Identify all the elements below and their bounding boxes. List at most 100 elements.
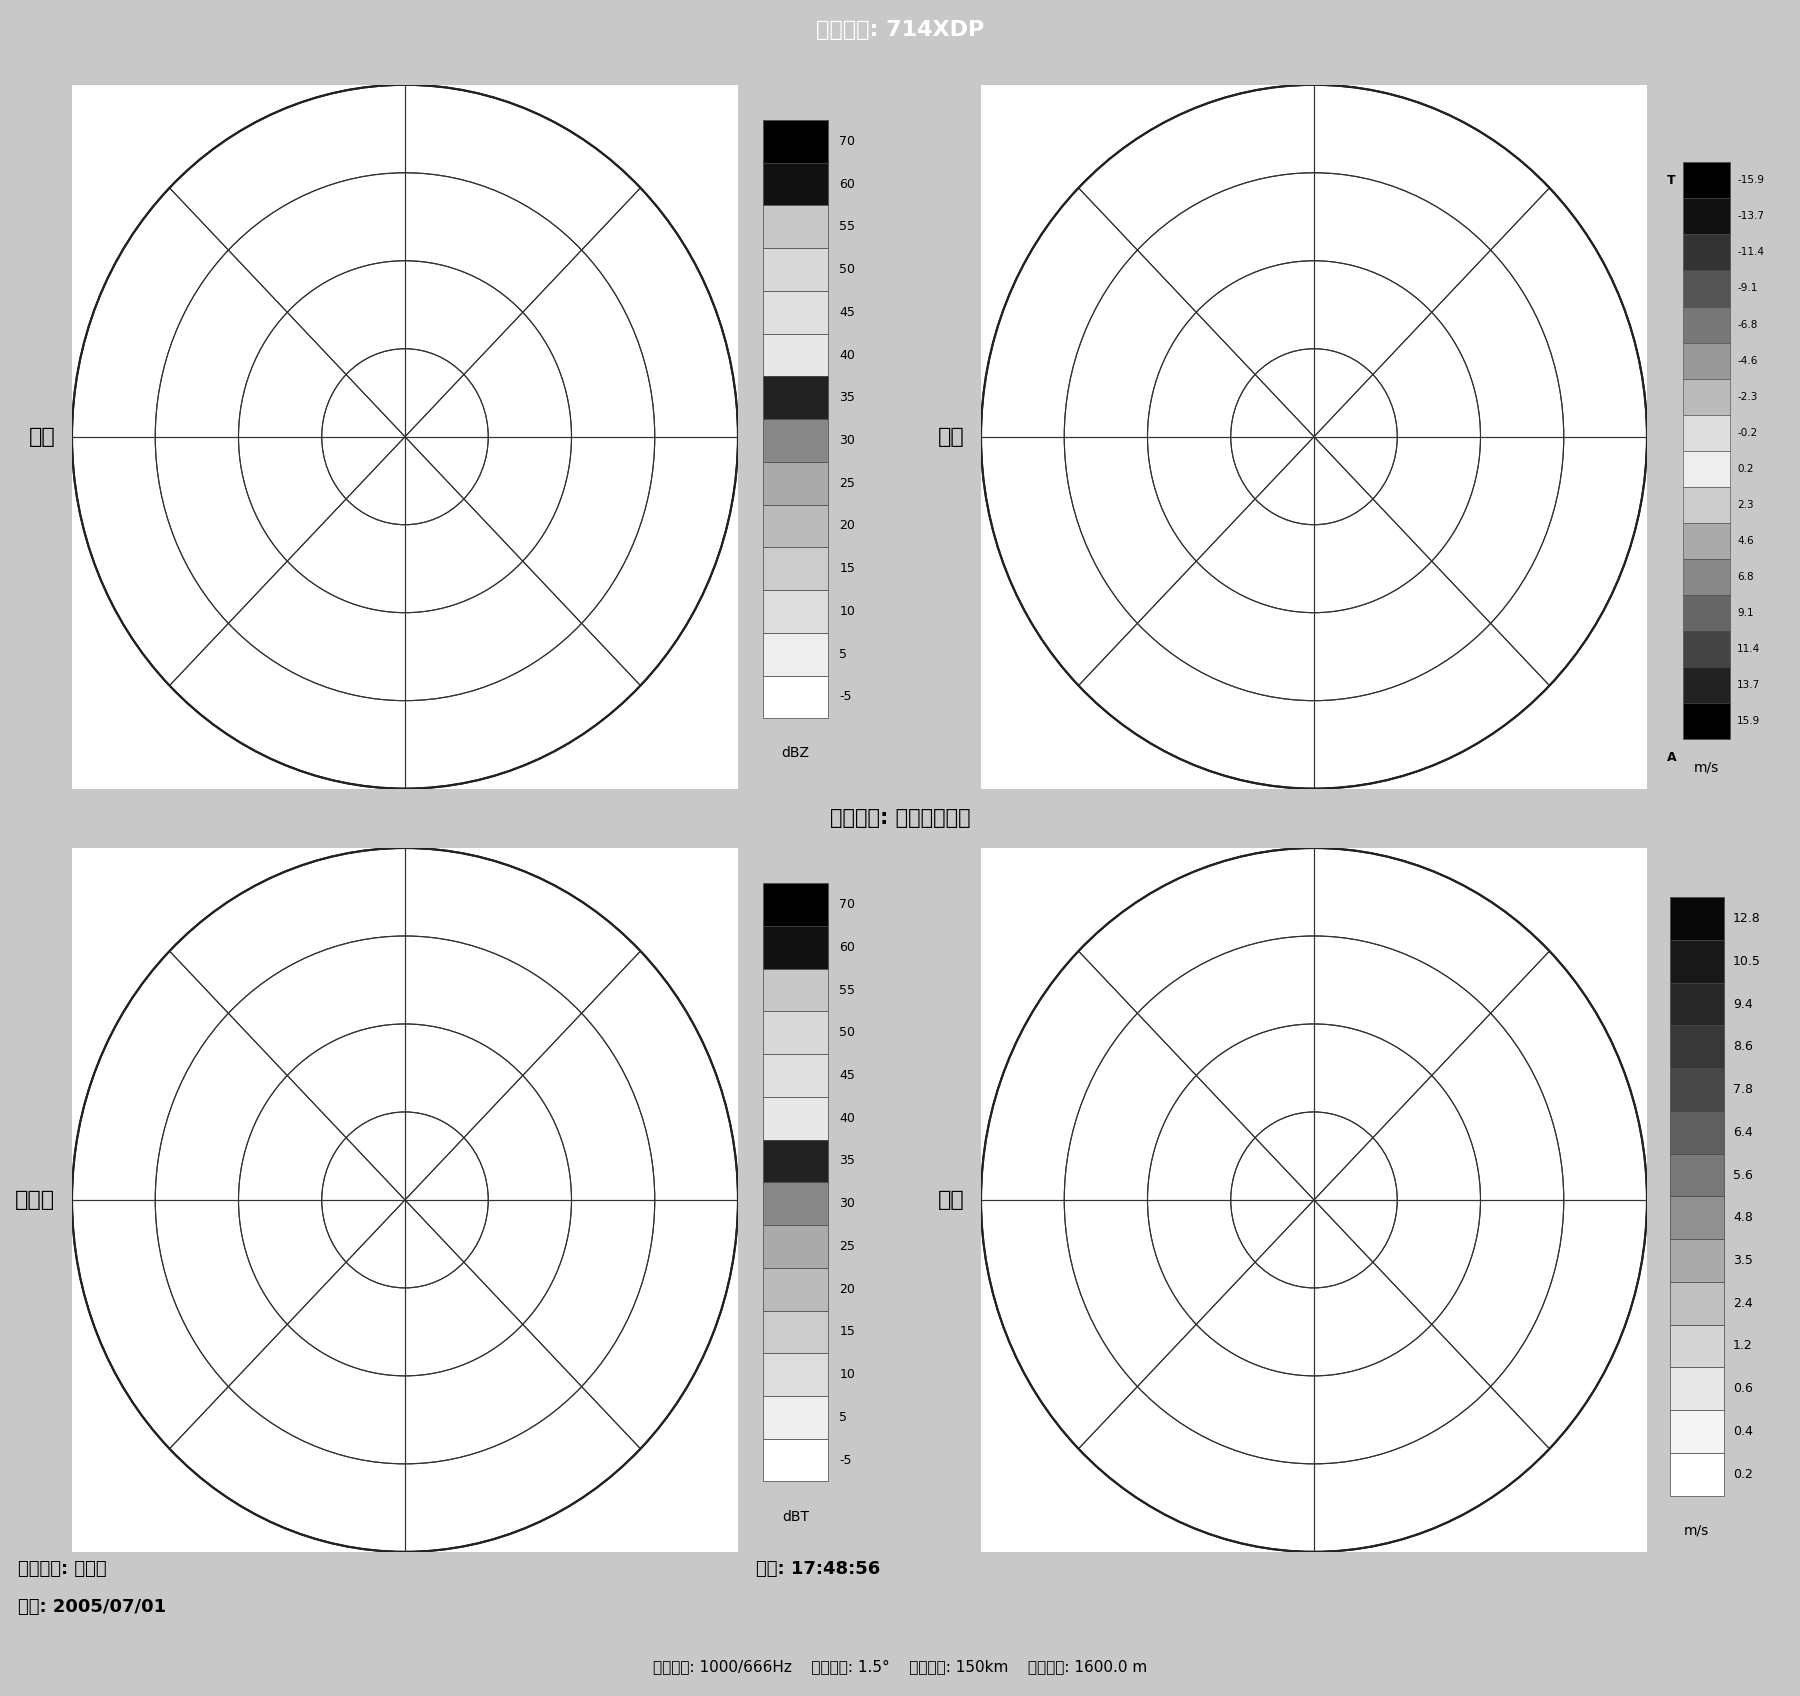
Text: dBZ: dBZ xyxy=(781,746,810,760)
Text: 70: 70 xyxy=(839,899,855,911)
Bar xyxy=(1683,704,1730,739)
Text: 0.2: 0.2 xyxy=(1733,1467,1753,1481)
Bar xyxy=(1670,1453,1724,1496)
Text: 50: 50 xyxy=(839,263,855,276)
Bar xyxy=(1670,940,1724,982)
Text: -4.6: -4.6 xyxy=(1737,356,1757,366)
Bar xyxy=(1670,1196,1724,1240)
Bar xyxy=(1683,343,1730,378)
Text: 13.7: 13.7 xyxy=(1737,680,1760,690)
Text: 5: 5 xyxy=(839,648,848,661)
Bar xyxy=(763,548,828,590)
Text: 6.8: 6.8 xyxy=(1737,572,1753,582)
Text: dBT: dBT xyxy=(781,1509,810,1523)
Bar xyxy=(1683,522,1730,560)
Bar xyxy=(1683,631,1730,667)
Text: 1.2: 1.2 xyxy=(1733,1340,1753,1352)
Bar xyxy=(1670,897,1724,940)
Bar xyxy=(1670,1240,1724,1282)
Text: 15.9: 15.9 xyxy=(1737,716,1760,726)
Text: 雷达型号: 714XDP: 雷达型号: 714XDP xyxy=(815,20,985,39)
Text: 55: 55 xyxy=(839,220,855,234)
Text: 60: 60 xyxy=(839,178,855,190)
Bar xyxy=(763,419,828,461)
Bar xyxy=(1670,1111,1724,1153)
Bar xyxy=(763,1438,828,1482)
Text: -5: -5 xyxy=(839,690,851,704)
Bar xyxy=(763,1353,828,1396)
Text: 60: 60 xyxy=(839,941,855,953)
Bar xyxy=(1683,451,1730,487)
Bar xyxy=(1683,163,1730,198)
Text: 70: 70 xyxy=(839,136,855,148)
Text: 35: 35 xyxy=(839,1155,855,1167)
Text: 45: 45 xyxy=(839,305,855,319)
Text: 35: 35 xyxy=(839,392,855,404)
Bar xyxy=(1683,307,1730,343)
Text: 40: 40 xyxy=(839,348,855,361)
Text: 无订正: 无订正 xyxy=(14,1191,56,1209)
Text: -5: -5 xyxy=(839,1453,851,1467)
Bar xyxy=(763,505,828,548)
Bar xyxy=(763,1097,828,1140)
Text: 6.4: 6.4 xyxy=(1733,1126,1753,1138)
PathPatch shape xyxy=(931,32,1697,841)
Text: 日期: 2005/07/01: 日期: 2005/07/01 xyxy=(18,1598,166,1616)
Bar xyxy=(763,1396,828,1438)
Text: 2.4: 2.4 xyxy=(1733,1297,1753,1309)
Text: -11.4: -11.4 xyxy=(1737,248,1764,258)
Text: 速度: 速度 xyxy=(938,427,965,446)
Bar xyxy=(1670,1325,1724,1367)
Bar xyxy=(763,205,828,248)
Bar xyxy=(763,1269,828,1311)
Text: 12.8: 12.8 xyxy=(1733,912,1760,924)
Text: 11.4: 11.4 xyxy=(1737,644,1760,655)
Text: 15: 15 xyxy=(839,561,855,575)
Text: 2.3: 2.3 xyxy=(1737,500,1753,510)
Text: 时间: 17:48:56: 时间: 17:48:56 xyxy=(756,1560,880,1579)
Text: 5.6: 5.6 xyxy=(1733,1169,1753,1182)
Bar xyxy=(1670,1367,1724,1409)
Text: 3.5: 3.5 xyxy=(1733,1253,1753,1267)
Text: 8.6: 8.6 xyxy=(1733,1040,1753,1053)
Text: A: A xyxy=(1667,751,1676,763)
Bar xyxy=(1683,487,1730,522)
Text: 雷达站名: 寡旱所平凉站: 雷达站名: 寡旱所平凉站 xyxy=(830,809,970,828)
Text: 45: 45 xyxy=(839,1068,855,1082)
Bar xyxy=(763,884,828,926)
Bar xyxy=(763,377,828,419)
Text: 55: 55 xyxy=(839,984,855,997)
Bar xyxy=(763,590,828,633)
Text: 10: 10 xyxy=(839,1369,855,1381)
Text: 4.8: 4.8 xyxy=(1733,1211,1753,1225)
Bar xyxy=(1683,595,1730,631)
PathPatch shape xyxy=(22,32,788,841)
Bar xyxy=(1683,234,1730,270)
Bar xyxy=(763,163,828,205)
Bar xyxy=(763,1140,828,1182)
Bar xyxy=(763,968,828,1011)
Bar xyxy=(763,633,828,675)
Bar xyxy=(763,1311,828,1353)
Text: 25: 25 xyxy=(839,477,855,490)
Text: 40: 40 xyxy=(839,1111,855,1124)
Text: -6.8: -6.8 xyxy=(1737,319,1757,329)
Text: -9.1: -9.1 xyxy=(1737,283,1757,293)
PathPatch shape xyxy=(931,795,1697,1604)
Text: 10: 10 xyxy=(839,605,855,617)
Bar xyxy=(763,461,828,505)
Bar xyxy=(1683,560,1730,595)
Text: -15.9: -15.9 xyxy=(1737,175,1764,185)
Bar xyxy=(763,926,828,968)
Text: -2.3: -2.3 xyxy=(1737,392,1757,402)
Text: 强度: 强度 xyxy=(29,427,56,446)
Text: 30: 30 xyxy=(839,1197,855,1211)
Bar xyxy=(1683,667,1730,704)
Text: 9.1: 9.1 xyxy=(1737,609,1753,617)
Bar xyxy=(763,248,828,292)
Bar xyxy=(763,1055,828,1097)
Text: 20: 20 xyxy=(839,519,855,533)
Text: m/s: m/s xyxy=(1683,1523,1710,1538)
Bar xyxy=(1670,1026,1724,1068)
Text: 7.8: 7.8 xyxy=(1733,1084,1753,1096)
